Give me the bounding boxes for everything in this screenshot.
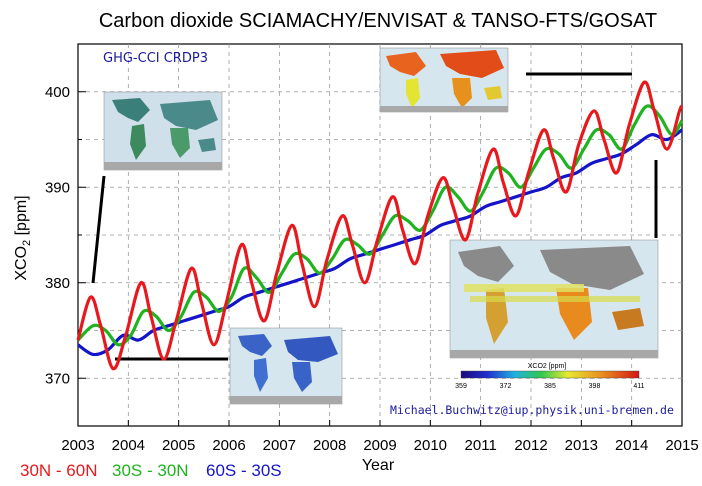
chart-title: Carbon dioxide SCIAMACHY/ENVISAT & TANSO…	[99, 10, 657, 32]
colorbar-tick-label: 359	[455, 383, 467, 390]
colorbar: XCO2 [ppm] 359 372 385 398 411	[455, 363, 645, 390]
x-tick-label: 2007	[263, 437, 296, 454]
colorbar-tick-label: 385	[544, 383, 556, 390]
series-line-30s-30n	[76, 104, 684, 347]
legend: 30N - 60N 30S - 30N 60S - 30S	[20, 461, 282, 480]
credit-email: Michael.Buchwitz@iup.physik.uni-bremen.d…	[390, 403, 674, 417]
x-tick-label: 2014	[615, 437, 648, 454]
x-tick-label: 2010	[414, 437, 447, 454]
y-tick-label: 380	[45, 275, 70, 292]
x-tick-label: 2013	[565, 437, 598, 454]
x-axis-label: Year	[362, 457, 395, 474]
colorbar-tick-label: 411	[633, 383, 644, 390]
svg-text:60S - 30S: 60S - 30S	[206, 461, 282, 480]
y-axis-label: XCO2 [ppm]	[13, 195, 33, 280]
x-tick-label: 2015	[665, 437, 698, 454]
map-inset-2014	[449, 239, 659, 359]
series-line-60s-30s	[77, 128, 683, 357]
product-label: GHG-CCI CRDP3	[103, 51, 208, 66]
series-line-30n-60n	[76, 80, 684, 371]
y-axis-label-sub: 2	[21, 240, 33, 246]
colorbar-title: XCO2 [ppm]	[528, 363, 567, 370]
legend-sep-blue: -	[236, 461, 251, 480]
y-axis-label-unit: [ppm]	[13, 195, 30, 239]
legend-item-red-a: 30N	[20, 461, 51, 480]
y-tick-label: 400	[45, 84, 70, 101]
series	[76, 80, 684, 371]
svg-text:30N - 60N: 30N - 60N	[20, 461, 97, 480]
x-tick-label: 2011	[465, 437, 497, 454]
legend-sep-red: -	[51, 461, 66, 480]
y-axis-label-main: XCO	[13, 246, 30, 281]
map-inset-2013	[379, 47, 509, 113]
y-tick-label: 370	[45, 370, 70, 387]
connector-line-2003	[91, 175, 106, 284]
svg-text:XCO2 [ppm]: XCO2 [ppm]	[13, 195, 33, 280]
x-tick-label: 2008	[313, 437, 346, 454]
legend-sep-green: -	[142, 461, 157, 480]
x-tick-label: 2005	[162, 437, 195, 454]
colorbar-tick-label: 398	[589, 383, 601, 390]
x-tick-label: 2012	[514, 437, 547, 454]
legend-item-green-b: 30N	[157, 461, 188, 480]
y-tick-label: 390	[45, 179, 70, 196]
axis-ticks: 2003 2004 2005 2006 2007 2008 2009 2010 2011 2012…	[45, 43, 699, 454]
x-tick-label: 2009	[363, 437, 396, 454]
colorbar-tick-label: 372	[500, 383, 512, 390]
x-tick-label: 2003	[61, 437, 94, 454]
x-tick-label: 2004	[112, 437, 145, 454]
map-inset-2003	[103, 91, 223, 171]
svg-text:30S - 30N: 30S - 30N	[112, 461, 189, 480]
legend-item-red-b: 60N	[66, 461, 97, 480]
map-inset-2005	[229, 327, 343, 405]
legend-item-blue-b: 30S	[251, 461, 281, 480]
x-tick-label: 2006	[212, 437, 245, 454]
legend-item-green-a: 30S	[112, 461, 142, 480]
legend-item-blue-a: 60S	[206, 461, 236, 480]
